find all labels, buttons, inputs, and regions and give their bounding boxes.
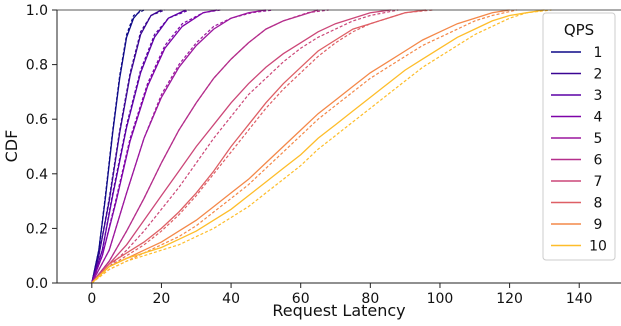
y-tick-label: 0.8 — [26, 58, 48, 74]
legend-label-qps-6: 6 — [594, 153, 603, 169]
axes-layer — [56, 9, 621, 284]
series-line-dashed-qps-5 — [91, 9, 273, 284]
series-line-solid-qps-10 — [91, 9, 545, 284]
series-line-dashed-qps-6 — [91, 9, 329, 284]
series-line-solid-qps-8 — [91, 9, 427, 284]
x-tick-label: 40 — [222, 291, 240, 307]
legend-label-qps-3: 3 — [594, 88, 603, 104]
legend-label-qps-9: 9 — [594, 217, 603, 233]
y-tick-label: 0.6 — [26, 112, 48, 128]
series-line-solid-qps-5 — [91, 9, 266, 284]
legend-label-qps-10: 10 — [589, 239, 607, 255]
legend-label-qps-1: 1 — [594, 45, 603, 61]
series-line-dashed-qps-9 — [91, 9, 517, 284]
legend-label-qps-5: 5 — [594, 131, 603, 147]
series-line-solid-qps-6 — [91, 9, 319, 284]
x-tick-label: 80 — [361, 291, 379, 307]
series-line-dashed-qps-4 — [91, 9, 221, 284]
legend-label-qps-8: 8 — [594, 196, 603, 212]
legend: QPS 1 2 3 4 5 6 7 8 9 10 — [542, 12, 616, 261]
legend-label-qps-4: 4 — [594, 110, 603, 126]
y-tick-label: 0.4 — [26, 167, 48, 183]
series-line-dashed-qps-7 — [91, 9, 399, 284]
y-tick-label: 0.0 — [26, 276, 48, 292]
y-tick-label: 0.2 — [26, 221, 48, 237]
series-line-solid-qps-3 — [91, 9, 187, 284]
x-tick-label: 60 — [292, 291, 310, 307]
series-line-solid-qps-9 — [91, 9, 510, 284]
x-tick-label: 20 — [153, 291, 171, 307]
series-line-solid-qps-4 — [91, 9, 218, 284]
series-line-solid-qps-1 — [91, 9, 142, 284]
x-axis-label: Request Latency — [272, 301, 405, 320]
legend-frame — [542, 12, 616, 261]
ticks-layer: 0 20 40 60 80 100 120 140 0.0 0.2 0.4 0.6 0.8 1.0 — [26, 3, 593, 307]
series-line-solid-qps-2 — [91, 9, 162, 284]
legend-items: 1 2 3 4 5 6 7 8 9 10 — [551, 45, 607, 255]
legend-label-qps-2: 2 — [594, 67, 603, 83]
x-tick-label: 100 — [427, 291, 454, 307]
series-line-solid-qps-7 — [91, 9, 392, 284]
x-tick-label: 0 — [87, 291, 96, 307]
series-line-dashed-qps-10 — [91, 9, 552, 284]
x-tick-label: 120 — [496, 291, 523, 307]
series-layer — [91, 9, 552, 284]
legend-title: QPS — [564, 21, 594, 39]
y-tick-label: 1.0 — [26, 3, 48, 19]
series-line-dashed-qps-3 — [91, 9, 190, 284]
y-axis-label: CDF — [2, 130, 21, 163]
x-tick-label: 140 — [566, 291, 593, 307]
legend-label-qps-7: 7 — [594, 174, 603, 190]
